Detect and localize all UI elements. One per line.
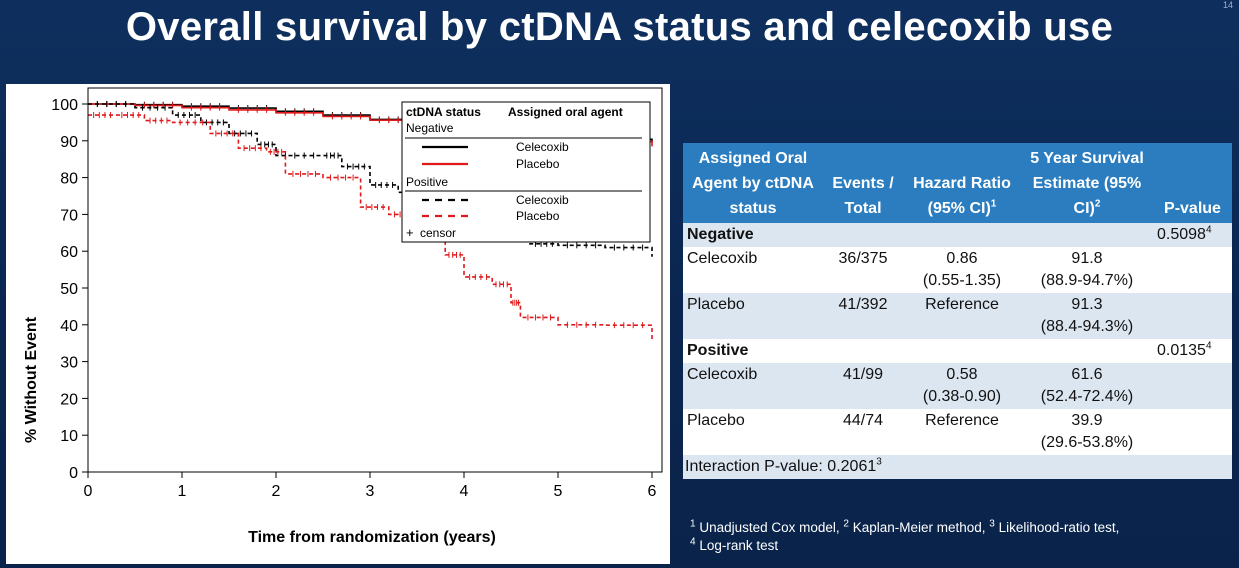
cell-agent: Placebo <box>683 409 823 455</box>
y-tick-label: 10 <box>60 428 78 445</box>
table-row-positive-placebo: Placebo 44/74 Reference 39.9 (29.6-53.8%) <box>683 409 1232 455</box>
curve-positive-celecoxib <box>88 103 653 257</box>
pvalue-positive: 0.01354 <box>1153 339 1232 363</box>
cell-hr: Reference <box>903 293 1021 339</box>
cell-agent: Celecoxib <box>683 363 823 409</box>
header-hazard-ratio: Hazard Ratio (95% CI)1 <box>903 143 1021 223</box>
legend-header-status: ctDNA status <box>406 105 481 119</box>
x-axis-label: Time from randomization (years) <box>248 529 496 546</box>
legend-censor-label: censor <box>420 226 456 240</box>
page-number: 14 <box>1222 0 1233 10</box>
table-row-positive-group: Positive 0.01354 <box>683 339 1232 363</box>
table-row-negative-celecoxib: Celecoxib 36/375 0.86 (0.55-1.35) 91.8 (88… <box>683 247 1232 293</box>
y-tick-label: 50 <box>60 281 78 298</box>
footnotes: 1 Unadjusted Cox model, 2 Kaplan-Meier m… <box>690 519 1230 555</box>
y-tick-label: 100 <box>51 97 78 114</box>
x-tick-label: 6 <box>648 483 657 500</box>
table-row-negative-placebo: Placebo 41/392 Reference 91.3 (88.4-94.3%… <box>683 293 1232 339</box>
cell-hr: Reference <box>903 409 1021 455</box>
y-tick-label: 30 <box>60 355 78 372</box>
table-row-positive-celecoxib: Celecoxib 41/99 0.58 (0.38-0.90) 61.6 (52.… <box>683 363 1232 409</box>
pvalue-negative: 0.50984 <box>1153 223 1232 247</box>
legend-label-positive-celecoxib: Celecoxib <box>516 193 569 207</box>
cell-events: 36/375 <box>823 247 903 293</box>
legend-group-positive: Positive <box>406 175 448 189</box>
cell-pvalue <box>1153 247 1232 293</box>
legend-box <box>401 101 651 243</box>
legend-label-negative-celecoxib: Celecoxib <box>516 140 569 154</box>
y-tick-label: 40 <box>60 318 78 335</box>
y-tick-label: 20 <box>60 391 78 408</box>
legend-label-positive-placebo: Placebo <box>516 209 560 223</box>
km-survival-chart: 0 10 20 30 40 50 60 70 80 90 100 0 1 2 3 4 5 6 % Without … <box>23 87 663 546</box>
survival-chart-panel: 0 10 20 30 40 50 60 70 80 90 100 0 1 2 3 4 5 6 % Without … <box>6 84 670 564</box>
cell-survival: 91.8 (88.9-94.7%) <box>1021 247 1153 293</box>
legend-group-negative: Negative <box>406 121 454 135</box>
cell-agent: Placebo <box>683 293 823 339</box>
slide-title: Overall survival by ctDNA status and cel… <box>125 5 1114 49</box>
legend-header-agent: Assigned oral agent <box>508 105 623 119</box>
cell-events: 44/74 <box>823 409 903 455</box>
footnote-line-1: 1 Unadjusted Cox model, 2 Kaplan-Meier m… <box>690 518 1120 535</box>
x-tick-label: 5 <box>554 483 563 500</box>
x-tick-label: 3 <box>366 483 375 500</box>
cell-survival: 39.9 (29.6-53.8%) <box>1021 409 1153 455</box>
interaction-pvalue: Interaction P-value: 0.20613 <box>683 455 1232 479</box>
cell-events: 41/392 <box>823 293 903 339</box>
x-tick-label: 2 <box>272 483 281 500</box>
y-tick-label: 70 <box>60 207 78 224</box>
legend-label-negative-placebo: Placebo <box>516 157 560 171</box>
curve-positive-placebo <box>88 114 653 340</box>
group-label-negative: Negative <box>683 223 1153 247</box>
header-survival: 5 Year Survival Estimate (95% CI)2 <box>1021 143 1153 223</box>
plot-frame <box>87 87 663 473</box>
results-table-container: Assigned Oral Agent by ctDNA status Even… <box>683 143 1232 479</box>
cell-hr: 0.58 (0.38-0.90) <box>903 363 1021 409</box>
chart-legend: ctDNA status Assigned oral agent Negativ… <box>401 101 651 243</box>
header-agent: Assigned Oral Agent by ctDNA status <box>683 143 823 223</box>
cell-hr: 0.86 (0.55-1.35) <box>903 247 1021 293</box>
cell-pvalue <box>1153 363 1232 409</box>
table-header-row: Assigned Oral Agent by ctDNA status Even… <box>683 143 1232 223</box>
x-tick-label: 4 <box>460 483 469 500</box>
x-tick-label: 1 <box>178 483 187 500</box>
header-events: Events / Total <box>823 143 903 223</box>
y-tick-label: 90 <box>60 134 78 151</box>
footnote-line-2: 4 Log-rank test <box>690 536 779 553</box>
y-tick-label: 0 <box>69 465 78 482</box>
header-pvalue: P-value <box>1153 143 1232 223</box>
y-axis-label: % Without Event <box>23 316 40 443</box>
cell-pvalue <box>1153 409 1232 455</box>
y-tick-label: 80 <box>60 171 78 188</box>
x-tick-label: 0 <box>84 483 93 500</box>
chart-axes: 0 10 20 30 40 50 60 70 80 90 100 0 1 2 3 4 5 6 <box>51 87 663 500</box>
y-tick-label: 60 <box>60 244 78 261</box>
cell-agent: Celecoxib <box>683 247 823 293</box>
cell-survival: 91.3 (88.4-94.3%) <box>1021 293 1153 339</box>
cell-pvalue <box>1153 293 1232 339</box>
group-label-positive: Positive <box>683 339 1153 363</box>
results-table: Assigned Oral Agent by ctDNA status Even… <box>683 143 1232 455</box>
cell-events: 41/99 <box>823 363 903 409</box>
cell-survival: 61.6 (52.4-72.4%) <box>1021 363 1153 409</box>
legend-censor-symbol: + <box>406 225 414 240</box>
table-row-negative-group: Negative 0.50984 <box>683 223 1232 247</box>
